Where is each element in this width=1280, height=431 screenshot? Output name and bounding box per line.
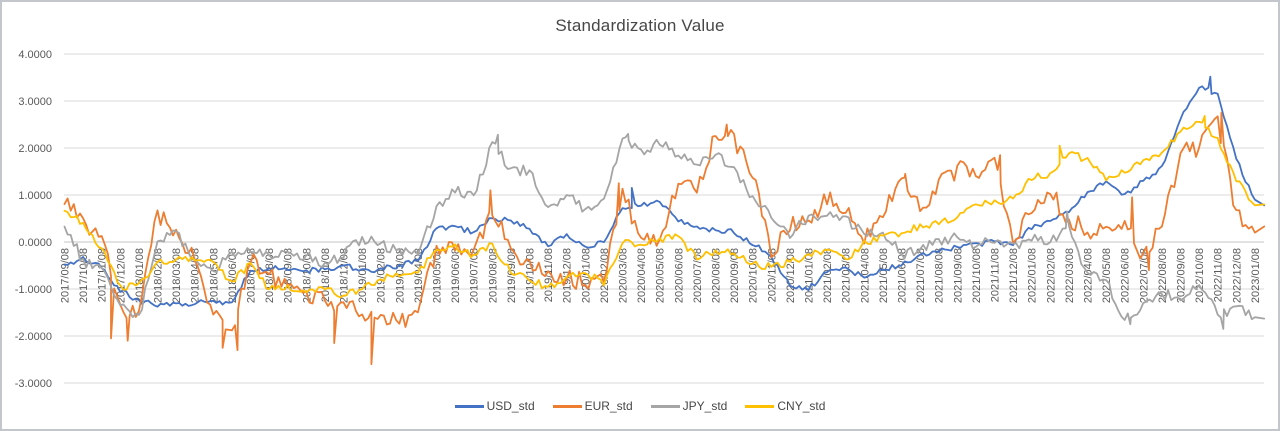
x-tick-label: 2019/04/08: [413, 248, 425, 303]
x-tick-label: 2018/12/08: [339, 248, 351, 303]
x-tick-label: 2022/01/08: [1027, 248, 1039, 303]
x-tick-label: 2022/02/08: [1045, 248, 1057, 303]
x-tick-label: 2020/12/08: [785, 248, 797, 303]
x-tick-label: 2020/05/08: [655, 248, 667, 303]
legend-item-jpy_std[interactable]: JPY_std: [650, 399, 728, 413]
legend-item-usd_std[interactable]: USD_std: [454, 399, 535, 413]
x-tick-label: 2021/10/08: [971, 248, 983, 303]
y-tick-label: -1.0000: [15, 284, 52, 296]
x-tick-label: 2021/05/08: [878, 248, 890, 303]
x-tick-label: 2018/06/08: [227, 248, 239, 303]
x-tick-label: 2017/09/08: [60, 248, 72, 303]
x-tick-label: 2022/12/08: [1231, 248, 1243, 303]
x-tick-label: 2022/11/08: [1213, 248, 1225, 302]
x-tick-label: 2018/07/08: [246, 248, 258, 303]
x-tick-label: 2020/11/08: [766, 248, 778, 302]
x-tick-label: 2020/07/08: [692, 248, 704, 303]
legend-line-swatch: [745, 404, 775, 408]
x-tick-label: 2020/10/08: [748, 248, 760, 303]
legend-line-swatch: [454, 404, 484, 408]
x-tick-label: 2019/06/08: [450, 248, 462, 303]
x-tick-label: 2019/08/08: [487, 248, 499, 303]
series-line-eur_std: [63, 111, 1266, 366]
chart-title: Standardization Value: [555, 16, 725, 35]
x-tick-label: 2019/11/08: [543, 248, 555, 302]
x-tick-label: 2021/03/08: [841, 248, 853, 303]
x-tick-label: 2021/08/08: [934, 248, 946, 303]
x-tick-label: 2020/06/08: [673, 248, 685, 303]
x-tick-label: 2019/01/08: [357, 248, 369, 303]
x-tick-label: 2021/04/08: [859, 248, 871, 303]
x-tick-label: 2021/07/08: [915, 248, 927, 303]
legend-label: JPY_std: [682, 399, 728, 413]
x-tick-label: 2019/07/08: [469, 248, 481, 303]
x-tick-label: 2018/05/08: [208, 248, 220, 303]
x-tick-label: 2019/05/08: [432, 248, 444, 303]
x-tick-label: 2022/06/08: [1120, 248, 1132, 303]
x-tick-label: 2019/10/08: [525, 248, 537, 303]
x-tick-label: 2022/04/08: [1083, 248, 1095, 303]
x-tick-label: 2017/11/08: [97, 248, 109, 302]
x-tick-label: 2022/09/08: [1176, 248, 1188, 303]
x-tick-label: 2021/11/08: [990, 248, 1002, 302]
y-tick-label: 1.0000: [18, 190, 52, 202]
y-tick-label: -2.0000: [15, 331, 52, 343]
x-tick-label: 2021/02/08: [822, 248, 834, 303]
x-tick-label: 2021/12/08: [1008, 248, 1020, 303]
y-tick-label: 0.0000: [18, 237, 52, 249]
x-tick-label: 2023/01/08: [1250, 248, 1262, 303]
series-line-jpy_std: [63, 133, 1266, 330]
x-tick-label: 2021/09/08: [952, 248, 964, 303]
legend: USD_std EUR_std JPY_std CNY_std: [2, 399, 1278, 413]
x-tick-label: 2020/09/08: [729, 248, 741, 303]
x-tick-label: 2018/04/08: [190, 248, 202, 303]
legend-item-cny_std[interactable]: CNY_std: [745, 399, 825, 413]
y-tick-label: 2.0000: [18, 143, 52, 155]
y-tick-label: -3.0000: [15, 378, 52, 390]
x-tick-label: 2022/03/08: [1064, 248, 1076, 303]
legend-line-swatch: [552, 404, 582, 408]
x-tick-label: 2019/02/08: [376, 248, 388, 303]
legend-line-swatch: [650, 404, 680, 408]
x-tick-label: 2020/03/08: [618, 248, 630, 303]
series-line-cny_std: [63, 115, 1266, 299]
x-tick-label: 2020/04/08: [636, 248, 648, 303]
y-tick-label: 3.0000: [18, 96, 52, 108]
x-tick-label: 2018/09/08: [283, 248, 295, 303]
x-tick-label: 2020/08/08: [711, 248, 723, 303]
legend-label: USD_std: [486, 399, 535, 413]
legend-label: CNY_std: [777, 399, 826, 413]
x-tick-label: 2020/01/08: [580, 248, 592, 303]
y-tick-label: 4.0000: [18, 49, 52, 61]
x-tick-label: 2022/10/08: [1194, 248, 1206, 303]
legend-item-eur_std[interactable]: EUR_std: [552, 399, 633, 413]
x-tick-label: 2018/03/08: [171, 248, 183, 303]
x-tick-label: 2019/09/08: [506, 248, 518, 303]
x-tick-label: 2022/08/08: [1157, 248, 1169, 303]
legend-label: EUR_std: [584, 399, 633, 413]
